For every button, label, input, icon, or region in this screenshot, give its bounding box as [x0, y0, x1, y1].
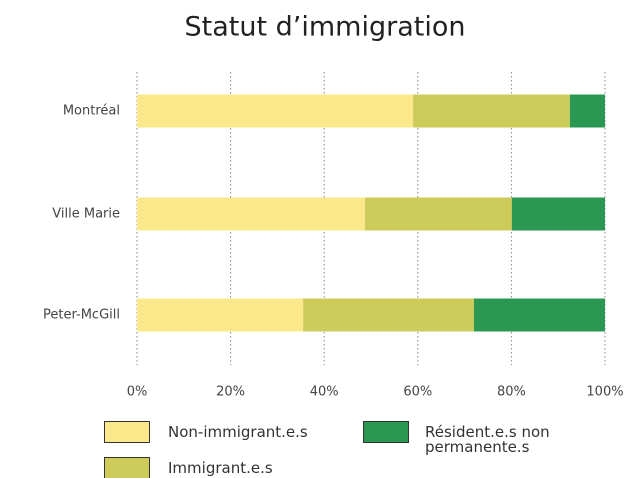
legend-label: Immigrant.e.s: [168, 459, 273, 477]
x-tick-label: 40%: [310, 385, 339, 400]
legend-swatch: [104, 457, 150, 478]
legend-swatch: [363, 421, 409, 443]
bar-segment: [303, 298, 474, 332]
y-tick-label: Peter-McGill: [43, 308, 120, 323]
chart-title: Statut d’immigration: [185, 12, 466, 43]
legend-label: Non-immigrant.e.s: [168, 423, 308, 441]
bar-segment: [364, 197, 512, 231]
x-tick-label: 20%: [216, 385, 245, 400]
legend-swatch: [104, 421, 150, 443]
x-tick-label: 60%: [403, 385, 432, 400]
legend-label: Résident.e.s non permanente.s: [425, 423, 550, 456]
y-tick-label: Ville Marie: [52, 207, 120, 222]
bar-segment: [569, 94, 605, 128]
bar-segment: [137, 94, 414, 128]
x-tick-label: 100%: [586, 385, 623, 400]
y-tick-label: Montréal: [63, 104, 120, 119]
bar-segment: [413, 94, 570, 128]
bar-segment: [511, 197, 605, 231]
x-tick-label: 80%: [497, 385, 526, 400]
bar-segment: [137, 197, 365, 231]
bar-segment: [137, 298, 304, 332]
bar-segment: [473, 298, 605, 332]
x-tick-label: 0%: [127, 385, 148, 400]
